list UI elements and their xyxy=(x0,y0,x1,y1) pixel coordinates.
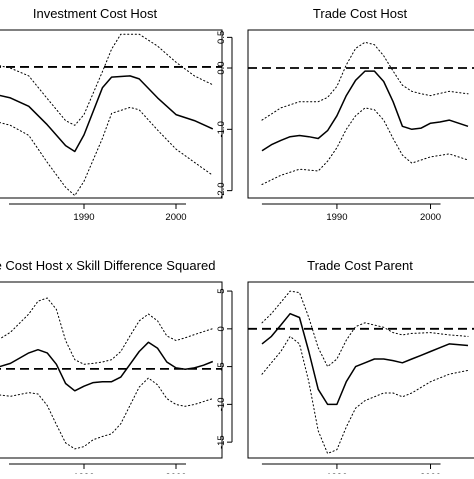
panel-skill-difference-squared: e Cost Host x Skill Difference Squared19… xyxy=(0,258,223,479)
panel-trade-cost-parent: Trade Cost Parent1990200050-5-10-15 xyxy=(216,258,474,479)
estimate-line xyxy=(261,70,469,152)
estimate-line xyxy=(261,312,469,406)
panel-title: Investment Cost Host xyxy=(33,6,158,21)
lower-confidence-band xyxy=(0,377,214,450)
plot-frame xyxy=(247,281,474,459)
upper-confidence-band xyxy=(261,41,469,121)
x-tick-label: 1990 xyxy=(73,212,94,223)
y-tick-label: -5 xyxy=(216,362,227,370)
upper-confidence-band xyxy=(0,297,214,365)
y-tick-label: 5 xyxy=(216,288,227,293)
lower-confidence-band xyxy=(261,107,469,185)
panel-title: Trade Cost Parent xyxy=(307,258,413,273)
x-tick-label: 2000 xyxy=(420,212,441,223)
lower-confidence-band xyxy=(261,335,469,454)
y-tick-label: -2.0 xyxy=(216,182,227,198)
plot-frame xyxy=(247,29,474,199)
panel-investment-cost-host: Investment Cost Host 1990 2000 xyxy=(0,6,223,223)
plot-frame xyxy=(0,29,223,199)
plot-area xyxy=(0,33,222,197)
y-tick-label: 0.5 xyxy=(216,31,227,44)
panel-trade-cost-host: Trade Cost Host 1990 2000 0.5 0.0 -1.0 -2.0 xyxy=(216,6,474,223)
y-tick-label: -10 xyxy=(216,398,227,412)
estimate-line xyxy=(0,75,214,153)
y-tick-label: 0 xyxy=(216,326,227,331)
plot-area xyxy=(248,41,474,185)
y-tick-label: 0.0 xyxy=(216,61,227,74)
panel-title: e Cost Host x Skill Difference Squared xyxy=(0,258,215,273)
upper-confidence-band xyxy=(261,290,469,368)
y-tick-label: -1.0 xyxy=(216,121,227,137)
lower-confidence-band xyxy=(0,106,214,197)
plot-area xyxy=(248,290,474,454)
x-tick-label: 2000 xyxy=(165,212,186,223)
plot-frame xyxy=(0,281,223,459)
upper-confidence-band xyxy=(0,33,214,126)
panel-title: Trade Cost Host xyxy=(313,6,408,21)
estimate-line xyxy=(0,341,214,392)
plot-area xyxy=(0,297,222,450)
x-tick-label: 1990 xyxy=(326,212,347,223)
y-tick-label: -15 xyxy=(216,435,227,449)
